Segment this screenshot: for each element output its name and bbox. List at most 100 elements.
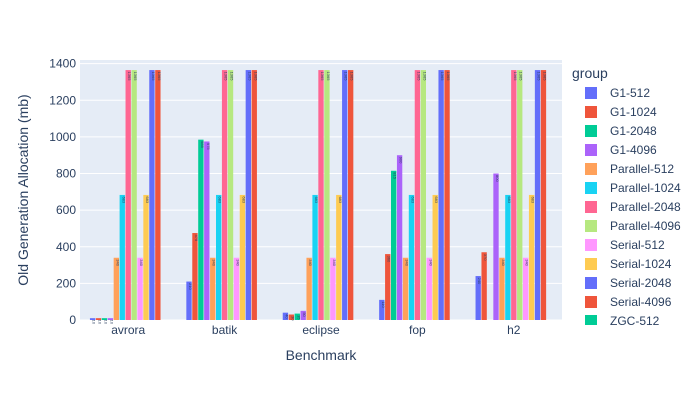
bar [210,257,216,320]
bar-value-label: 35 [296,315,301,320]
bar [101,318,108,320]
bar-value-label: 340 [115,259,120,266]
bar [221,70,228,320]
bar [432,194,438,320]
bar [408,194,415,320]
bar [444,70,450,320]
bar [347,70,354,320]
bar-value-label: 683 [531,196,536,203]
bar [251,70,257,320]
bar [342,70,348,320]
bar-value-label: 683 [145,196,150,203]
legend-entry[interactable]: G1-512 [610,86,650,100]
legend-swatch[interactable] [585,315,597,327]
bar-value-label: 340 [525,259,530,266]
bar [155,70,161,320]
bar-value-label: 1365 [151,72,156,82]
bar-value-label: 1365 [224,72,229,82]
legend-entry[interactable]: ZGC-512 [610,314,660,328]
legend-entry[interactable]: Serial-4096 [610,295,672,309]
legend-swatch[interactable] [585,163,597,175]
legend-swatch[interactable] [585,125,597,137]
bar [534,70,541,320]
legend-entry[interactable]: Parallel-1024 [610,181,681,195]
legend-entry[interactable]: Parallel-4096 [610,219,681,233]
legend-swatch[interactable] [585,201,597,213]
legend-swatch[interactable] [585,106,597,118]
x-axis-title: Benchmark [286,347,358,363]
x-tick-labels: avrora batik eclipse fop h2 [111,323,521,337]
bar-value-label: 340 [332,259,337,266]
bar-value-label: 1365 [127,72,132,82]
bar [475,276,481,320]
bar [522,257,529,320]
bar-value-label: 10 [98,320,103,325]
legend-entry[interactable]: G1-2048 [610,124,657,138]
legend-swatch[interactable] [585,296,597,308]
legend-entry[interactable]: Serial-1024 [610,257,672,271]
legend-swatch[interactable] [585,87,597,99]
bar-value-label: 50 [302,312,307,317]
bar [89,318,96,320]
bar-value-label: 683 [314,196,319,203]
legend-entry[interactable]: Parallel-2048 [610,200,681,214]
legend-swatch[interactable] [585,258,597,270]
bar-value-label: 10 [103,320,108,325]
bar [426,257,432,320]
bar [95,318,102,320]
y-tick-label: 600 [56,203,76,217]
bar [282,312,289,320]
legend-swatch[interactable] [585,277,597,289]
bar-value-label: 1365 [326,72,331,82]
y-tick-label: 1000 [49,130,76,144]
legend-entry[interactable]: Parallel-512 [610,162,674,176]
legend-swatch[interactable] [585,144,597,156]
x-tick-label: eclipse [302,323,340,337]
bar [131,70,137,320]
bar-value-label: 683 [434,196,439,203]
bar [391,170,397,320]
bar-value-label: 1365 [320,72,325,82]
bar-value-label: 1365 [157,72,162,82]
bar-value-label: 683 [121,196,126,203]
bar [186,281,192,320]
legend-entry[interactable]: G1-4096 [610,143,657,157]
bar-value-label: 1365 [519,72,524,82]
bar [481,252,487,320]
x-tick-label: fop [409,323,426,337]
bar-value-label: 800 [495,175,500,182]
bar-value-label: 683 [218,196,223,203]
bar [119,194,125,320]
bar [330,257,336,320]
y-tick-label: 0 [69,313,76,327]
legend-title: group [572,65,608,81]
bar [312,194,318,320]
bar [540,70,547,320]
y-tick-label: 1400 [49,57,76,71]
bar-value-label: 340 [139,259,144,266]
bar-value-label: 370 [483,254,488,261]
y-tick-labels: 0 200 400 600 800 1000 1200 1400 [49,57,76,327]
bar-value-label: 1365 [446,72,451,82]
legend-swatch[interactable] [585,239,597,251]
bar-value-label: 1365 [247,72,252,82]
bar [499,257,505,320]
legend-swatch[interactable] [585,182,597,194]
bar-value-label: 340 [235,259,240,266]
legend-swatch[interactable] [585,220,597,232]
bar [336,194,342,320]
bar [107,318,114,320]
x-tick-label: h2 [507,323,521,337]
legend-entry[interactable]: Serial-2048 [610,276,672,290]
bar-value-label: 1365 [350,72,355,82]
bar [216,194,222,320]
bar-value-label: 1365 [542,72,547,82]
bar [192,233,198,320]
bar-value-label: 1365 [440,72,445,82]
bar-value-label: 1365 [513,72,518,82]
legend-entry[interactable]: Serial-512 [610,238,665,252]
legend-entry[interactable]: G1-1024 [610,105,657,119]
